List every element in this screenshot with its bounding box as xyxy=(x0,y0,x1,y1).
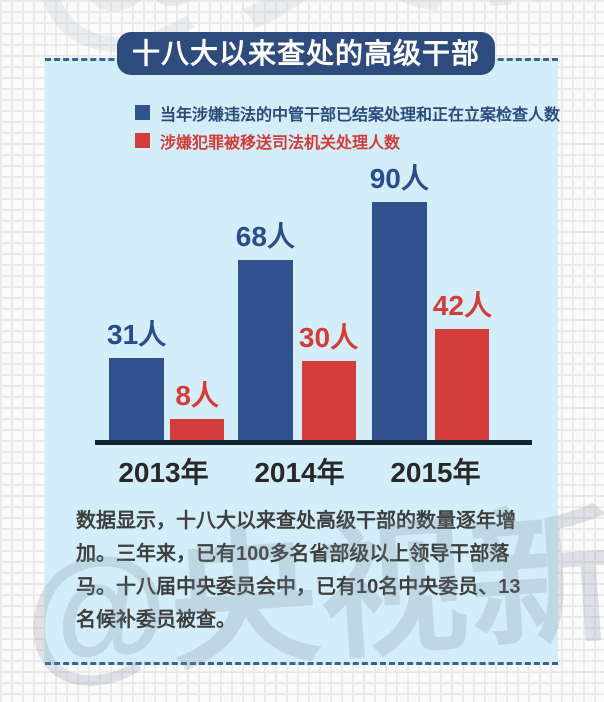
bar-group-2015: 90人 42人 xyxy=(370,157,492,440)
legend-label-transferred: 涉嫌犯罪被移送司法机关处理人数 xyxy=(160,134,401,152)
x-label-2014: 2014年 xyxy=(254,457,345,488)
bar-col: 90人 xyxy=(370,157,429,440)
bar-2015-transferred xyxy=(435,329,490,440)
bar-value-label: 30人 xyxy=(298,322,359,353)
bar-group-2013: 31人 8人 xyxy=(107,313,225,440)
bar-col: 8人 xyxy=(170,374,225,440)
chart-panel: 当年涉嫌违法的中管干部已结案处理和正在立案检查人数 涉嫌犯罪被移送司法机关处理人… xyxy=(45,58,560,665)
x-label-2013: 2013年 xyxy=(118,457,209,488)
bar-value-label: 68人 xyxy=(235,221,295,252)
bar-chart: 31人 8人 68人 30人 90人 42人 xyxy=(107,155,492,440)
bar-value-label: 42人 xyxy=(432,290,492,321)
page-title: 十八大以来查处的高级干部 xyxy=(117,32,495,75)
bar-2015-investigated xyxy=(371,202,427,440)
bar-col: 30人 xyxy=(299,316,358,440)
bar-value-label: 90人 xyxy=(369,163,429,194)
legend-item-investigated: 当年涉嫌违法的中管干部已结案处理和正在立案检查人数 xyxy=(135,103,561,124)
legend-swatch-red-icon xyxy=(135,133,150,148)
bar-2013-transferred xyxy=(170,419,225,440)
bar-2013-investigated xyxy=(109,358,165,440)
bar-2014-transferred xyxy=(301,361,356,440)
bar-2014-investigated xyxy=(237,260,293,440)
x-label-2015: 2015年 xyxy=(390,457,481,488)
summary-text: 数据显示，十八大以来查处高级干部的数量逐年增加。三年来，已有100多名省部级以上… xyxy=(76,510,521,631)
legend-swatch-blue-icon xyxy=(135,105,150,120)
legend-label-investigated: 当年涉嫌违法的中管干部已结案处理和正在立案检查人数 xyxy=(160,106,561,124)
bar-col: 68人 xyxy=(236,215,295,440)
legend-item-transferred: 涉嫌犯罪被移送司法机关处理人数 xyxy=(135,131,560,152)
bar-col: 42人 xyxy=(433,284,492,440)
bar-value-label: 31人 xyxy=(107,319,167,350)
bar-group-2014: 68人 30人 xyxy=(236,215,358,440)
bar-col: 31人 xyxy=(107,313,166,440)
x-axis-line xyxy=(95,440,532,445)
x-axis-labels: 2013年 2014年 2015年 xyxy=(107,451,492,491)
bar-value-label: 8人 xyxy=(175,380,219,411)
legend: 当年涉嫌违法的中管干部已结案处理和正在立案检查人数 涉嫌犯罪被移送司法机关处理人… xyxy=(135,103,560,159)
